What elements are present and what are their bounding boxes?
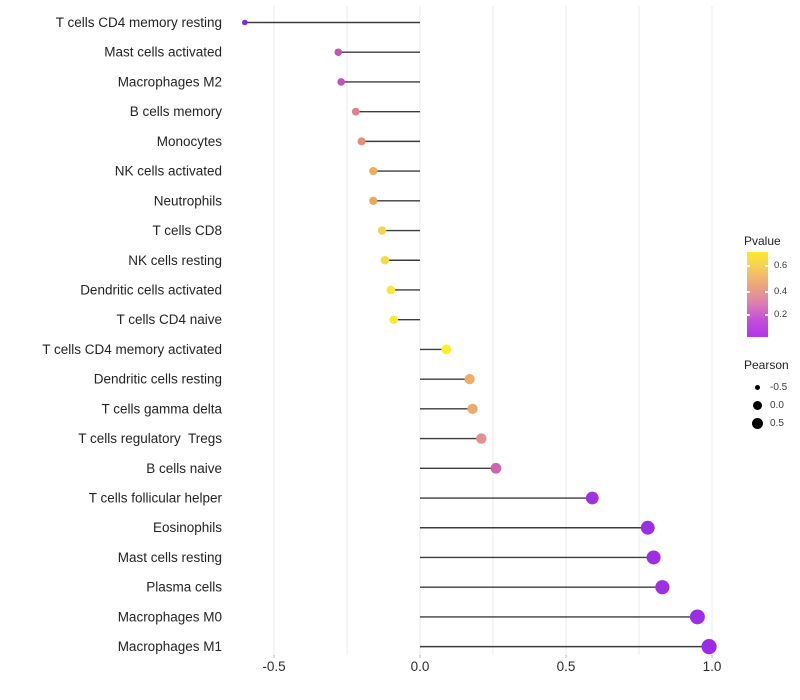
data-point-dot bbox=[640, 520, 655, 535]
data-point-dot bbox=[585, 491, 599, 505]
pvalue-tick-06: 0.6 bbox=[774, 260, 788, 271]
y-axis-label: T cells CD4 naive bbox=[116, 312, 222, 327]
pvalue-tick-04: 0.4 bbox=[774, 286, 788, 297]
gradient-notch bbox=[747, 314, 750, 316]
gradient-notch bbox=[765, 314, 768, 316]
y-axis-label: Macrophages M0 bbox=[118, 609, 222, 624]
y-axis-label: NK cells activated bbox=[115, 164, 222, 179]
data-point-dot bbox=[337, 78, 345, 86]
pearson-legend-item: -0.5 bbox=[744, 378, 787, 396]
data-point-dot bbox=[464, 374, 475, 385]
y-axis-label: T cells gamma delta bbox=[101, 401, 222, 416]
data-point-dot bbox=[490, 462, 502, 474]
data-point-dot bbox=[646, 550, 661, 565]
data-point-dot bbox=[357, 137, 366, 146]
data-point-dot bbox=[476, 433, 487, 444]
y-axis-label: Macrophages M1 bbox=[118, 639, 222, 654]
y-axis-label: Eosinophils bbox=[153, 520, 222, 535]
gradient-notch bbox=[765, 265, 768, 267]
y-axis-label: B cells naive bbox=[146, 461, 222, 476]
data-point-dot bbox=[467, 403, 478, 414]
y-axis-label: T cells CD4 memory resting bbox=[56, 15, 222, 30]
y-axis-label: T cells regulatory Tregs bbox=[78, 431, 222, 446]
y-axis-label: T cells CD8 bbox=[152, 223, 222, 238]
pearson-legend-item: 0.5 bbox=[744, 414, 784, 432]
y-axis-label: Dendritic cells resting bbox=[94, 372, 222, 387]
data-point-dot bbox=[655, 580, 670, 595]
pearson-large-dot-icon bbox=[752, 417, 763, 429]
x-axis-tick-label: 0.0 bbox=[411, 659, 430, 674]
y-axis-label: Neutrophils bbox=[154, 193, 223, 208]
data-point-dot bbox=[242, 19, 248, 26]
y-axis-label: Macrophages M2 bbox=[118, 74, 222, 89]
x-axis-tick-label: -0.5 bbox=[262, 659, 285, 674]
pearson-size-legend: Pearson -0.5 0.0 0.5 bbox=[744, 358, 800, 448]
data-point-dot bbox=[441, 344, 452, 355]
y-axis-label: NK cells resting bbox=[128, 253, 222, 268]
y-axis-label: Mast cells activated bbox=[104, 45, 222, 60]
data-point-dot bbox=[701, 639, 717, 655]
data-point-dot bbox=[369, 166, 378, 176]
y-axis-label: Monocytes bbox=[157, 134, 223, 149]
data-point-dot bbox=[369, 196, 378, 205]
pearson-legend-item: 0.0 bbox=[744, 396, 784, 414]
data-point-dot bbox=[351, 107, 360, 116]
y-axis-label: Plasma cells bbox=[146, 580, 222, 595]
y-axis-label: T cells CD4 memory activated bbox=[42, 342, 222, 357]
x-axis-tick-label: 0.5 bbox=[557, 659, 576, 674]
y-axis-label: T cells follicular helper bbox=[89, 491, 223, 506]
pvalue-tick-02: 0.2 bbox=[774, 309, 788, 320]
y-axis-label: B cells memory bbox=[130, 104, 223, 119]
pvalue-gradient-bar bbox=[747, 252, 768, 337]
data-point-dot bbox=[334, 48, 342, 56]
y-axis-label: Mast cells resting bbox=[118, 550, 222, 565]
x-axis-tick-label: 1.0 bbox=[703, 659, 722, 674]
pvalue-color-legend: Pvalue 0.6 0.4 0.2 bbox=[744, 234, 800, 354]
data-point-dot bbox=[389, 315, 399, 325]
data-point-dot bbox=[689, 609, 705, 625]
data-point-dot bbox=[377, 226, 387, 235]
pvalue-legend-title: Pvalue bbox=[744, 234, 781, 248]
gradient-notch bbox=[747, 265, 750, 267]
data-point-dot bbox=[386, 285, 396, 295]
data-point-dot bbox=[380, 256, 390, 265]
y-axis-label: Dendritic cells activated bbox=[80, 282, 222, 297]
pearson-legend-title: Pearson bbox=[744, 358, 789, 372]
pearson-small-dot-icon bbox=[755, 384, 760, 390]
gradient-notch bbox=[765, 291, 768, 293]
gradient-notch bbox=[747, 291, 750, 293]
pearson-medium-dot-icon bbox=[753, 400, 762, 410]
